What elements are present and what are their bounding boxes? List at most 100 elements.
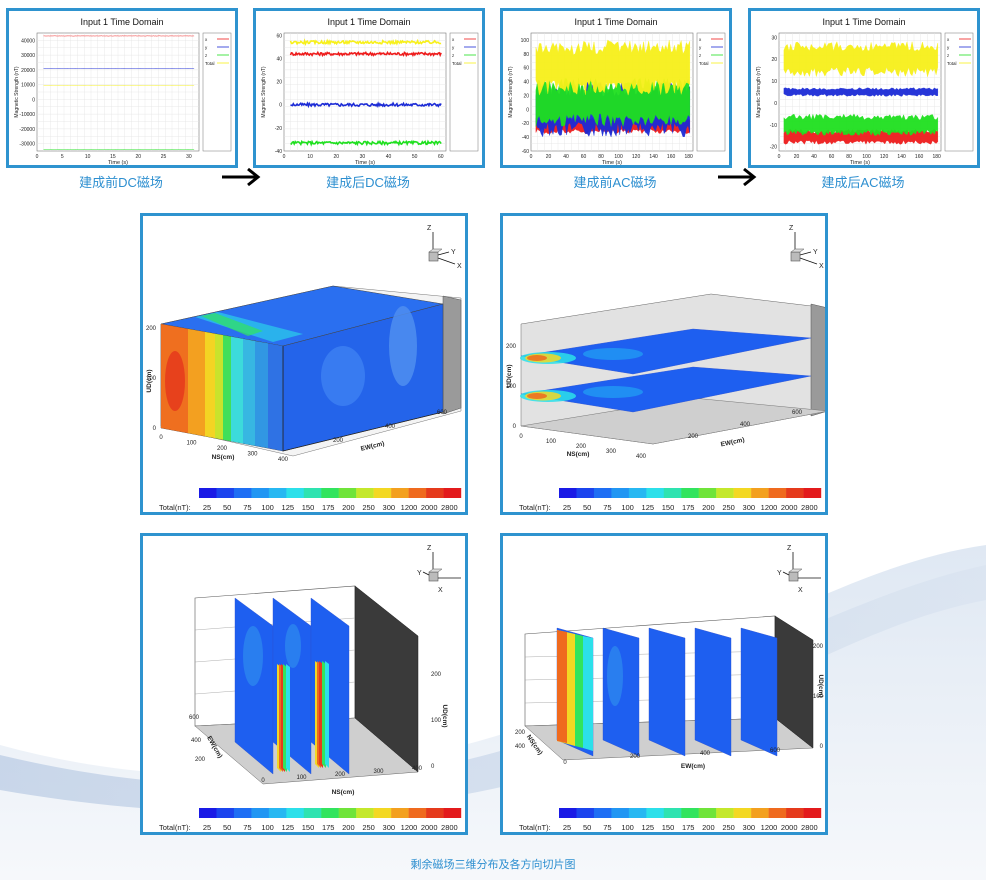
x-tick-label: 60 bbox=[829, 154, 835, 160]
colorbar-tick-label: 75 bbox=[603, 503, 611, 512]
colorbar-tick-label: 150 bbox=[662, 503, 675, 512]
ns-tick-label: 300 bbox=[606, 449, 617, 455]
series-band-Total bbox=[535, 39, 691, 96]
legend-label: Total bbox=[205, 61, 215, 66]
ud-tick-label: 200 bbox=[813, 644, 824, 650]
y-tick-label: 20000 bbox=[21, 68, 35, 74]
box-frame bbox=[282, 346, 444, 452]
colorbar-swatch bbox=[373, 808, 392, 818]
x-tick-label: 160 bbox=[915, 154, 924, 160]
x-tick-label: 30 bbox=[360, 154, 366, 160]
ns-tick-label: 0 bbox=[159, 435, 163, 441]
y-tick-label: 10 bbox=[771, 79, 777, 85]
colorbar-swatch bbox=[576, 808, 595, 818]
colorbar-swatch bbox=[233, 808, 252, 818]
colorbar-swatch bbox=[698, 808, 717, 818]
legend-box bbox=[696, 32, 726, 152]
legend-box bbox=[202, 32, 232, 152]
y-tick-label: -20000 bbox=[19, 127, 35, 133]
arrow-right-icon bbox=[718, 167, 757, 187]
triad-cube bbox=[428, 251, 439, 262]
triad-label-y: Y bbox=[417, 570, 422, 577]
colorbar-tick-label: 150 bbox=[302, 503, 315, 512]
triad-axis-x bbox=[437, 257, 456, 265]
ns-axis-label: NS(cm) bbox=[332, 789, 355, 796]
slice-contour bbox=[583, 386, 643, 398]
plot3d-card-2: 0 100 200 0 100 200 300 400 200 400 600 UD(cm) NS(cm… bbox=[500, 213, 828, 515]
slice-contour bbox=[583, 636, 593, 751]
colorbar-tick-label: 125 bbox=[642, 503, 655, 512]
ew-tick-label: 600 bbox=[437, 410, 448, 416]
colorbar-swatch bbox=[751, 488, 769, 498]
colorbar-tick-label: 200 bbox=[702, 823, 715, 832]
triad-label-y: Y bbox=[813, 249, 818, 256]
ud-tick-label: 100 bbox=[813, 694, 824, 700]
colorbar-swatch bbox=[559, 808, 577, 818]
colorbar-swatch bbox=[303, 808, 322, 818]
series-band-Total bbox=[783, 41, 939, 78]
horizontal-slice bbox=[520, 328, 812, 375]
x-tick-label: 0 bbox=[778, 154, 781, 160]
triad-label-z: Z bbox=[427, 225, 432, 232]
ew-tick-label: 600 bbox=[189, 715, 200, 721]
plot3d-horizontal-slices: 01002000100200300400200400600UD(cm)NS(cm… bbox=[503, 216, 825, 512]
triad-axis-x bbox=[799, 257, 818, 265]
y-tick-label: 40 bbox=[276, 56, 282, 62]
legend-label: z bbox=[452, 53, 455, 58]
x-tick-label: 0 bbox=[530, 154, 533, 160]
volume-contour-band bbox=[231, 336, 243, 444]
triad-label-x: X bbox=[798, 587, 803, 594]
legend-label: x bbox=[947, 37, 950, 42]
colorbar-tick-label: 200 bbox=[342, 823, 355, 832]
colorbar-swatch bbox=[233, 488, 252, 498]
slice-contour-hot bbox=[557, 630, 567, 743]
colorbar-swatch bbox=[286, 488, 304, 498]
ud-tick-label: 200 bbox=[431, 672, 442, 678]
colorbar-swatch bbox=[628, 488, 647, 498]
colorbar-swatch bbox=[611, 488, 630, 498]
slice-contour-hot bbox=[527, 355, 547, 361]
legend-label: x bbox=[452, 37, 455, 42]
chart-title: Input 1 Time Domain bbox=[327, 17, 410, 27]
ew-tick-label: 400 bbox=[385, 424, 396, 430]
colorbar-tick-label: 50 bbox=[223, 503, 231, 512]
y-tick-label: -20 bbox=[522, 121, 529, 127]
ns-tick-label: 400 bbox=[412, 766, 423, 772]
plot3d-card-1: 0 100 200 0 100 200 300 400 200 400 600 UD(cm) NS(cm… bbox=[140, 213, 468, 515]
colorbar-swatch bbox=[408, 488, 427, 498]
colorbar-swatch bbox=[286, 808, 304, 818]
ns-tick-label: 100 bbox=[546, 439, 557, 445]
colorbar-swatch bbox=[268, 808, 287, 818]
y-tick-label: -20 bbox=[770, 145, 777, 151]
volume-contour-band bbox=[268, 343, 283, 451]
colorbar-tick-label: 2800 bbox=[441, 823, 458, 832]
ns-tick-label: 0 bbox=[519, 434, 523, 440]
y-tick-label: 0 bbox=[526, 107, 529, 113]
colorbar-swatch bbox=[681, 808, 699, 818]
legend-label: Total bbox=[452, 61, 462, 66]
colorbar-label: Total(nT): bbox=[519, 503, 551, 512]
colorbar-tick-label: 25 bbox=[203, 823, 211, 832]
legend-label: z bbox=[205, 53, 208, 58]
x-tick-label: 15 bbox=[110, 154, 116, 160]
colorbar-tick-label: 50 bbox=[583, 503, 591, 512]
y-axis-label: Magnetic Strength (nT) bbox=[508, 66, 514, 117]
x-tick-label: 40 bbox=[386, 154, 392, 160]
ns-tick-label: 0 bbox=[261, 778, 265, 784]
colorbar-tick-label: 125 bbox=[282, 823, 295, 832]
colorbar-tick-label: 175 bbox=[322, 823, 335, 832]
colorbar-tick-label: 100 bbox=[261, 823, 274, 832]
x-tick-label: 60 bbox=[438, 154, 444, 160]
x-tick-label: 140 bbox=[649, 154, 658, 160]
triad-axis-y bbox=[422, 571, 430, 576]
x-tick-label: 100 bbox=[614, 154, 623, 160]
ew-tick-label: 400 bbox=[740, 422, 751, 428]
time-domain-chart-ac-before: Input 1 Time Domain 0 20 40 60 80 100 120 140 160… bbox=[503, 11, 729, 165]
y-tick-label: 0 bbox=[279, 103, 282, 109]
colorbar-swatch bbox=[681, 488, 699, 498]
ud-tick-label: 0 bbox=[513, 424, 517, 430]
horizontal-slice bbox=[520, 366, 812, 413]
triad-label-x: X bbox=[438, 587, 443, 594]
colorbar-swatch bbox=[216, 808, 235, 818]
volume-contour-band bbox=[223, 335, 231, 442]
